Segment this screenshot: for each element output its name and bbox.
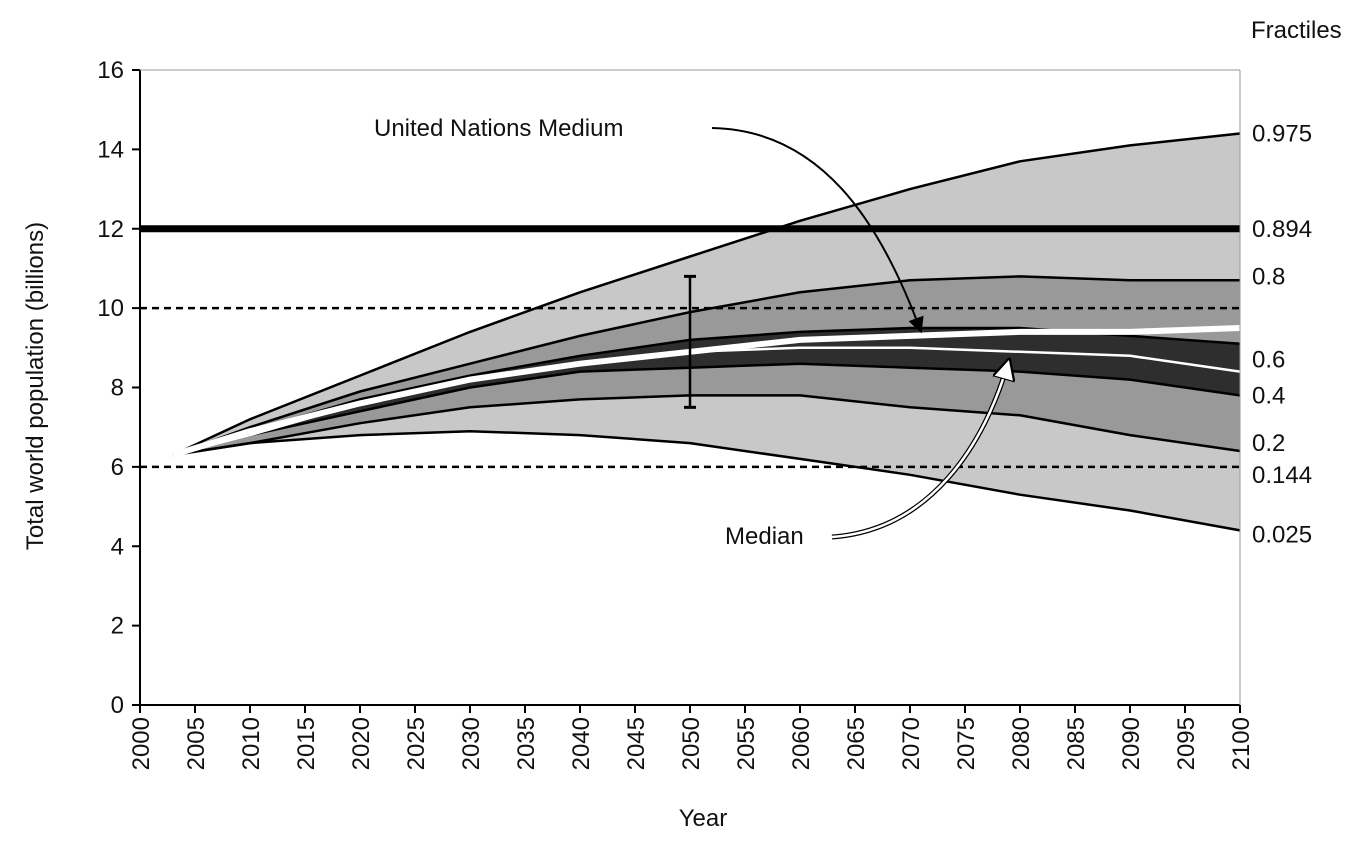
fractile-label-0.4: 0.4 bbox=[1252, 382, 1285, 409]
y-axis-title: Total world population (billions) bbox=[22, 222, 49, 550]
annotations: United Nations Medium Median bbox=[374, 115, 1009, 550]
y-tick-label-4: 4 bbox=[111, 533, 124, 560]
x-tick-label-2085: 2085 bbox=[1063, 717, 1090, 770]
x-tick-label-2020: 2020 bbox=[348, 717, 375, 770]
fractile-label-0.6: 0.6 bbox=[1252, 347, 1285, 374]
x-tick-label-2040: 2040 bbox=[568, 717, 595, 770]
fractiles-header: Fractiles bbox=[1251, 17, 1342, 44]
y-tick-label-10: 10 bbox=[97, 295, 124, 322]
band-0.4-0.6 bbox=[173, 328, 1240, 455]
reference-lines bbox=[140, 225, 1240, 469]
x-axis-title: Year bbox=[679, 805, 728, 832]
y-tick-label-0: 0 bbox=[111, 692, 124, 719]
line-fractile-0.975 bbox=[172, 132, 1241, 457]
fractile-label-0.894: 0.894 bbox=[1252, 216, 1312, 243]
fractile-label-0.975: 0.975 bbox=[1252, 121, 1312, 148]
x-tick-label-2000: 2000 bbox=[128, 717, 155, 770]
fractile-label-0.025: 0.025 bbox=[1252, 521, 1312, 548]
fractile-label-0.8: 0.8 bbox=[1252, 263, 1285, 290]
x-tick-label-2010: 2010 bbox=[238, 717, 265, 770]
x-tick-label-2045: 2045 bbox=[623, 717, 650, 770]
x-tick-label-2060: 2060 bbox=[788, 717, 815, 770]
x-tick-label-2025: 2025 bbox=[403, 717, 430, 770]
y-tick-label-2: 2 bbox=[111, 613, 124, 640]
line-fractile-0.025 bbox=[172, 429, 1241, 532]
x-tick-label-2070: 2070 bbox=[898, 717, 925, 770]
x-tick-label-2050: 2050 bbox=[678, 717, 705, 770]
x-tick-label-2080: 2080 bbox=[1008, 717, 1035, 770]
error-bar-2050 bbox=[684, 274, 696, 409]
annotation-un-medium-label: United Nations Medium bbox=[374, 115, 623, 142]
x-tick-label-2095: 2095 bbox=[1173, 717, 1200, 770]
annotation-median-label: Median bbox=[725, 523, 804, 550]
y-tick-label-12: 12 bbox=[97, 216, 124, 243]
x-tick-label-2075: 2075 bbox=[953, 717, 980, 770]
axes: 0 2 4 6 8 10 12 14 16 2000 2005 2010 2015 2020 2025 203… bbox=[97, 57, 1255, 770]
fractile-label-0.2: 0.2 bbox=[1252, 430, 1285, 457]
y-tick-label-8: 8 bbox=[111, 375, 124, 402]
x-tick-label-2065: 2065 bbox=[843, 717, 870, 770]
annotation-median-arrow bbox=[831, 360, 1009, 539]
x-tick-label-2030: 2030 bbox=[458, 717, 485, 770]
fractile-labels: 0.975 0.894 0.8 0.6 0.4 0.2 0.144 0.025 bbox=[1252, 121, 1312, 549]
x-tick-label-2100: 2100 bbox=[1228, 717, 1255, 770]
x-tick-label-2035: 2035 bbox=[513, 717, 540, 770]
x-tick-label-2055: 2055 bbox=[733, 717, 760, 770]
fractile-label-0.144: 0.144 bbox=[1252, 462, 1312, 489]
y-tick-label-6: 6 bbox=[111, 454, 124, 481]
x-tick-label-2015: 2015 bbox=[293, 717, 320, 770]
annotation-un-medium-arrow bbox=[711, 127, 924, 334]
x-tick-label-2005: 2005 bbox=[183, 717, 210, 770]
y-tick-label-14: 14 bbox=[97, 136, 124, 163]
x-tick-label-2090: 2090 bbox=[1118, 717, 1145, 770]
y-tick-label-16: 16 bbox=[97, 57, 124, 84]
